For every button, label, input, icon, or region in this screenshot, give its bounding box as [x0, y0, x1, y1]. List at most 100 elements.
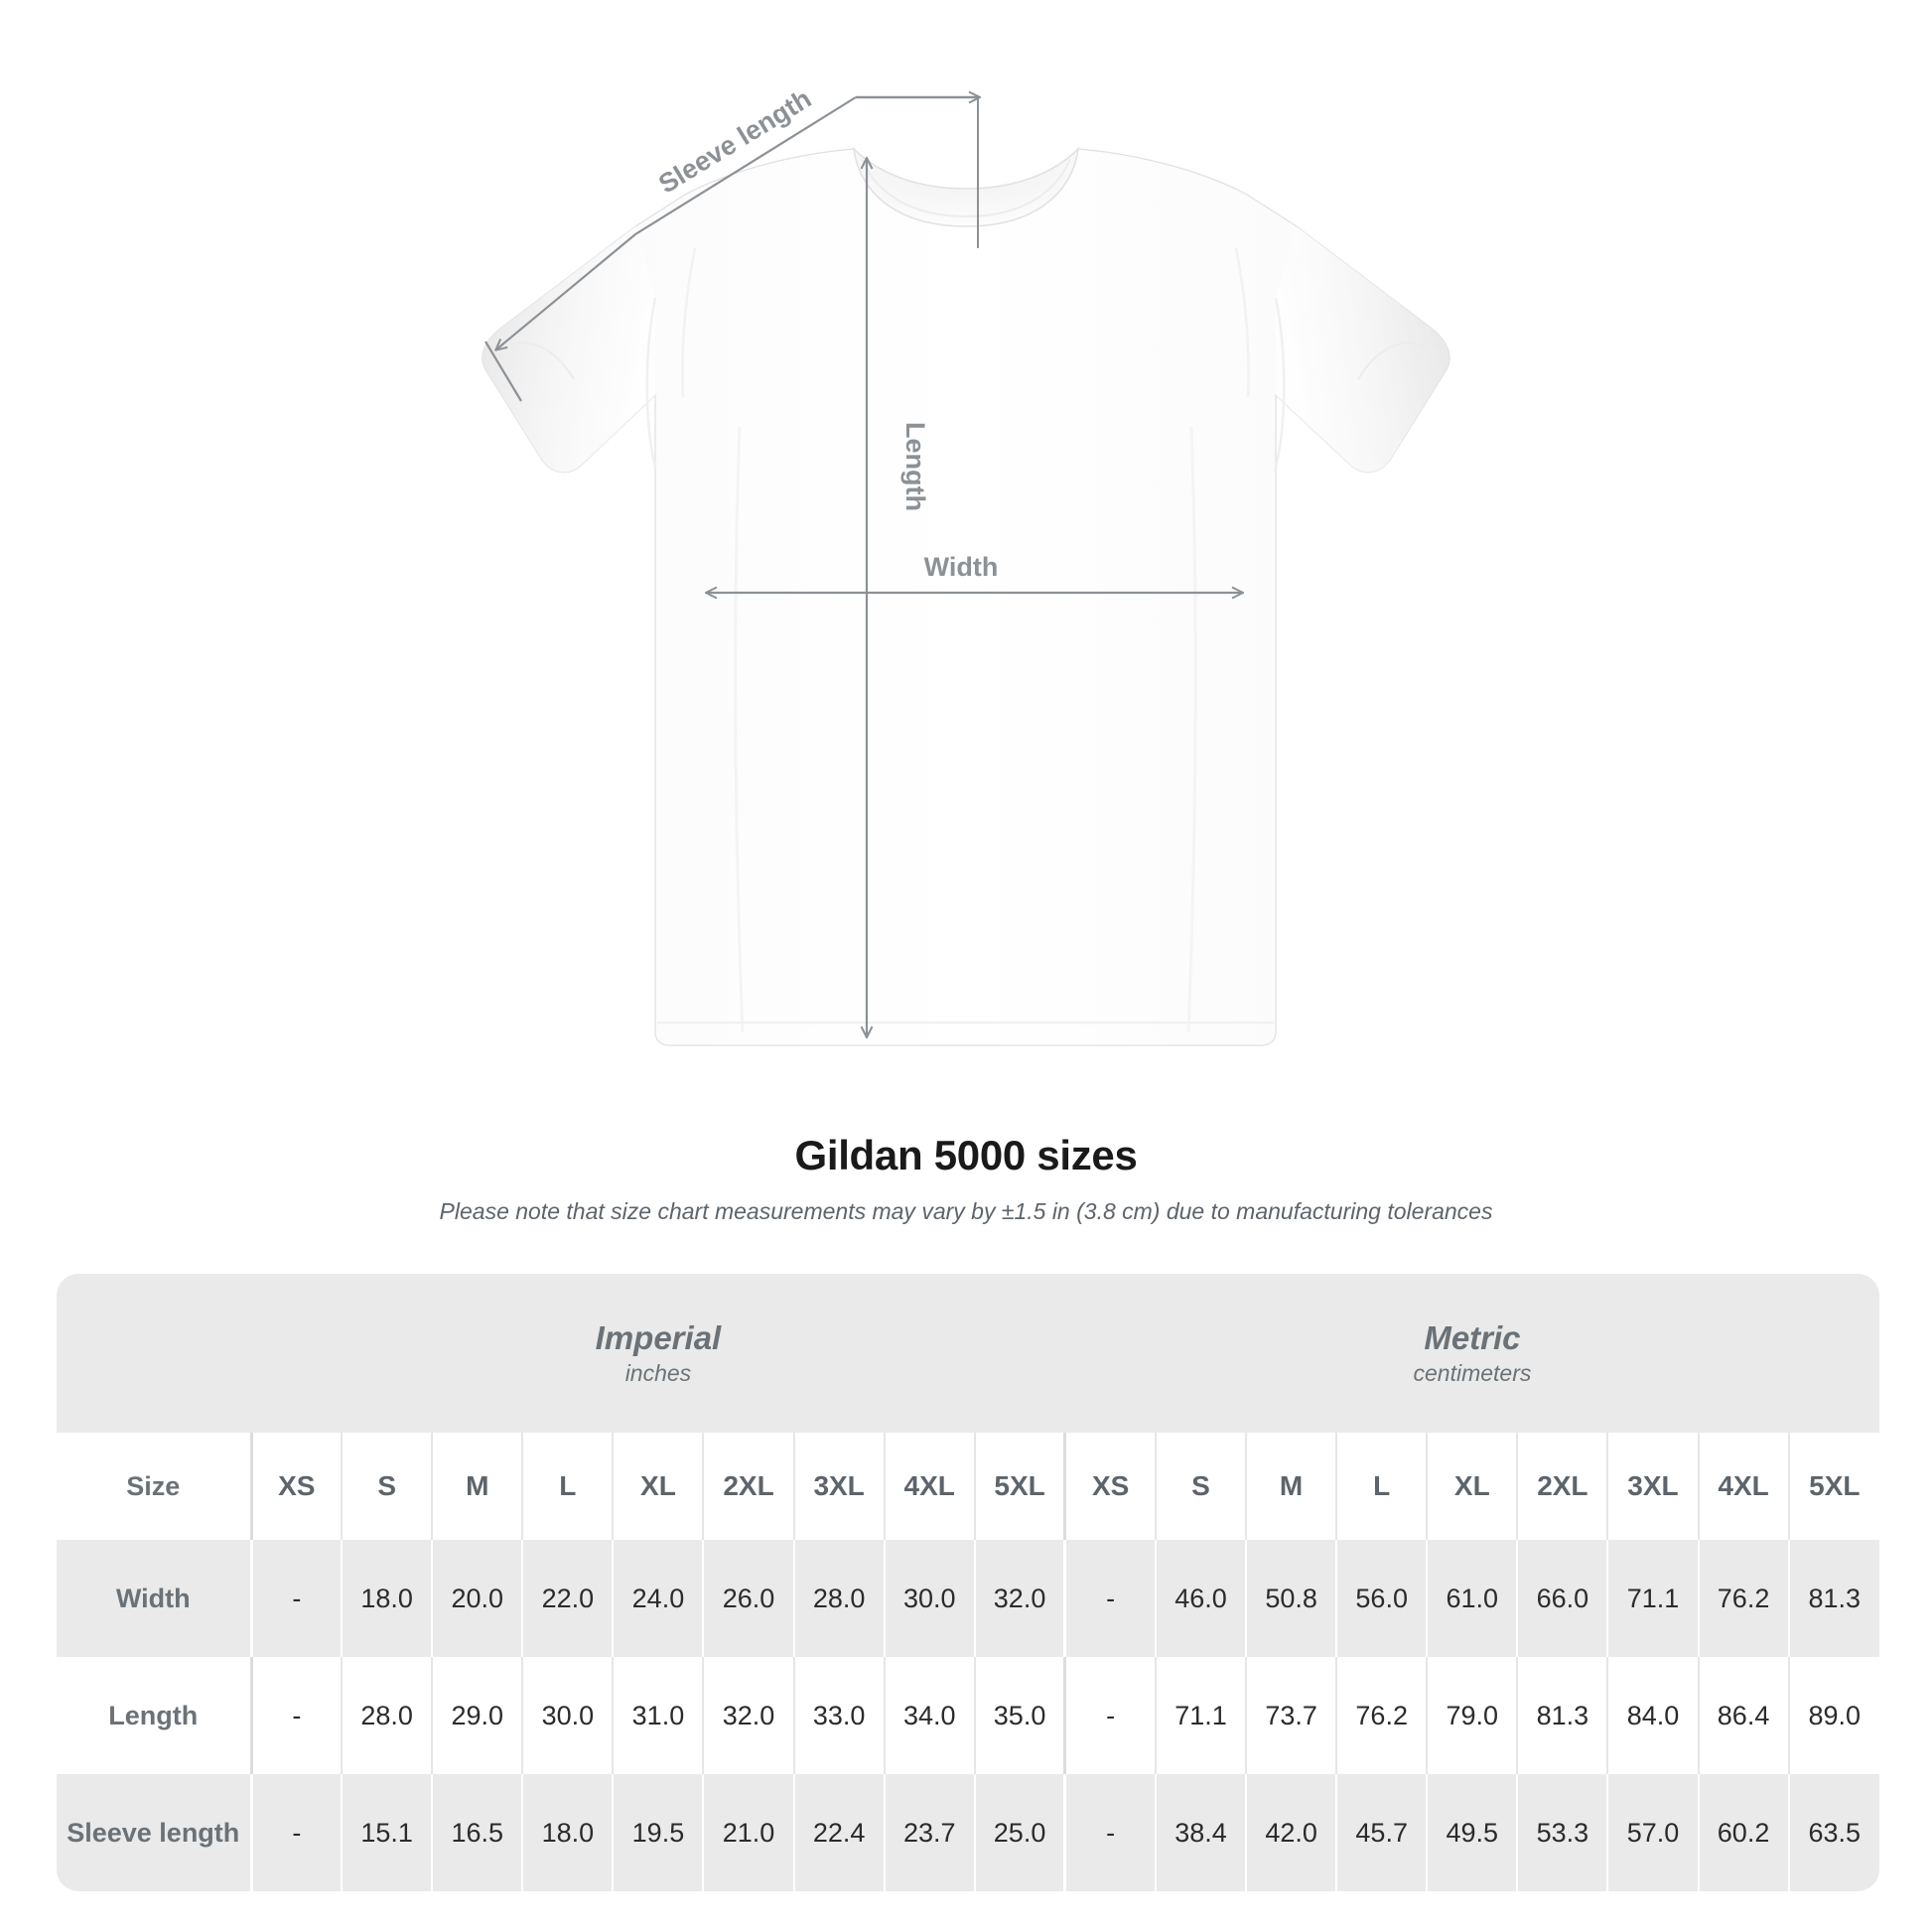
table-row-sleeve-length: Sleeve length - 15.1 16.5 18.0 19.5 21.0…: [57, 1774, 1879, 1891]
row-label-length: Length: [57, 1657, 252, 1774]
size-table: Imperial inches Metric centimeters Size …: [57, 1274, 1879, 1891]
chart-title: Gildan 5000 sizes: [794, 1132, 1138, 1178]
width-imperial-s: 18.0: [341, 1540, 433, 1657]
sleeve-metric-xs: -: [1063, 1774, 1156, 1891]
sleeve-imperial-4xl: 23.7: [883, 1774, 975, 1891]
sleeve-metric-3xl: 57.0: [1606, 1774, 1699, 1891]
size-header-label: Size: [57, 1433, 252, 1540]
width-imperial-xs: -: [249, 1540, 343, 1657]
table-row-length: Length - 28.0 29.0 30.0 31.0 32.0 33.0 3…: [57, 1657, 1879, 1774]
unit-group-metric-name: Metric: [1424, 1318, 1521, 1356]
size-header-imperial-xl: XL: [612, 1433, 704, 1540]
length-metric-m: 73.7: [1245, 1657, 1337, 1774]
size-table-container: Imperial inches Metric centimeters Size …: [57, 1274, 1879, 1891]
length-metric-3xl: 84.0: [1606, 1657, 1699, 1774]
width-imperial-m: 20.0: [431, 1540, 523, 1657]
size-header-metric-s: S: [1154, 1433, 1247, 1540]
measurement-annotations: [484, 96, 1242, 1036]
sleeve-metric-5xl: 63.5: [1787, 1774, 1879, 1891]
length-imperial-s: 28.0: [341, 1657, 433, 1774]
sleeve-metric-2xl: 53.3: [1516, 1774, 1608, 1891]
width-imperial-2xl: 26.0: [702, 1540, 794, 1657]
size-header-imperial-m: M: [431, 1433, 523, 1540]
size-header-row: Size XS S M L XL 2XL 3XL 4XL 5XL XS S M …: [57, 1433, 1879, 1540]
table-row-width: Width - 18.0 20.0 22.0 24.0 26.0 28.0 30…: [57, 1540, 1879, 1657]
length-label: Length: [900, 422, 930, 511]
sleeve-length-arrow: [496, 96, 857, 349]
width-imperial-xl: 24.0: [612, 1540, 704, 1657]
row-label-width: Width: [57, 1540, 252, 1657]
size-header-imperial-l: L: [521, 1433, 614, 1540]
width-imperial-3xl: 28.0: [792, 1540, 885, 1657]
width-metric-4xl: 76.2: [1697, 1540, 1789, 1657]
size-header-imperial-2xl: 2XL: [702, 1433, 794, 1540]
length-metric-xs: -: [1063, 1657, 1156, 1774]
length-metric-4xl: 86.4: [1697, 1657, 1789, 1774]
sleeve-imperial-m: 16.5: [431, 1774, 523, 1891]
width-label: Width: [924, 552, 999, 582]
length-metric-s: 71.1: [1154, 1657, 1247, 1774]
length-metric-5xl: 89.0: [1787, 1657, 1879, 1774]
sleeve-imperial-5xl: 25.0: [973, 1774, 1065, 1891]
size-header-metric-3xl: 3XL: [1606, 1433, 1699, 1540]
unit-group-metric: Metric centimeters: [1064, 1274, 1879, 1433]
width-metric-l: 56.0: [1335, 1540, 1428, 1657]
length-imperial-l: 30.0: [521, 1657, 614, 1774]
sleeve-metric-4xl: 60.2: [1697, 1774, 1789, 1891]
length-metric-xl: 79.0: [1426, 1657, 1518, 1774]
length-imperial-2xl: 32.0: [702, 1657, 794, 1774]
unit-group-imperial-name: Imperial: [595, 1318, 722, 1356]
unit-group-imperial-unit: inches: [624, 1360, 692, 1387]
size-header-imperial-xs: XS: [249, 1433, 343, 1540]
width-metric-xl: 61.0: [1426, 1540, 1518, 1657]
tshirt-measurement-diagram: Sleeve length Length Width: [482, 83, 1450, 1046]
sleeve-metric-m: 42.0: [1245, 1774, 1337, 1891]
size-header-metric-4xl: 4XL: [1697, 1433, 1789, 1540]
length-imperial-3xl: 33.0: [792, 1657, 885, 1774]
sleeve-imperial-l: 18.0: [521, 1774, 614, 1891]
unit-group-header-row: Imperial inches Metric centimeters: [57, 1274, 1879, 1433]
width-imperial-5xl: 32.0: [973, 1540, 1065, 1657]
size-header-metric-xl: XL: [1426, 1433, 1518, 1540]
row-label-sleeve-length: Sleeve length: [57, 1774, 252, 1891]
sleeve-imperial-3xl: 22.4: [792, 1774, 885, 1891]
sleeve-metric-xl: 49.5: [1426, 1774, 1518, 1891]
width-metric-2xl: 66.0: [1516, 1540, 1608, 1657]
width-metric-xs: -: [1063, 1540, 1156, 1657]
length-imperial-4xl: 34.0: [883, 1657, 975, 1774]
length-metric-2xl: 81.3: [1516, 1657, 1608, 1774]
width-imperial-l: 22.0: [521, 1540, 614, 1657]
length-imperial-5xl: 35.0: [973, 1657, 1065, 1774]
width-metric-s: 46.0: [1154, 1540, 1247, 1657]
sleeve-metric-s: 38.4: [1154, 1774, 1247, 1891]
size-header-imperial-5xl: 5XL: [973, 1433, 1065, 1540]
sleeve-imperial-xs: -: [249, 1774, 343, 1891]
width-metric-5xl: 81.3: [1787, 1540, 1879, 1657]
size-header-imperial-3xl: 3XL: [792, 1433, 885, 1540]
sleeve-imperial-2xl: 21.0: [702, 1774, 794, 1891]
length-metric-l: 76.2: [1335, 1657, 1428, 1774]
length-imperial-m: 29.0: [431, 1657, 523, 1774]
sleeve-metric-l: 45.7: [1335, 1774, 1428, 1891]
unit-header-spacer: [57, 1274, 252, 1433]
size-header-metric-l: L: [1335, 1433, 1428, 1540]
size-header-imperial-s: S: [341, 1433, 433, 1540]
length-imperial-xl: 31.0: [612, 1657, 704, 1774]
unit-group-metric-unit: centimeters: [1413, 1360, 1532, 1387]
sleeve-imperial-s: 15.1: [341, 1774, 433, 1891]
size-header-metric-m: M: [1245, 1433, 1337, 1540]
width-metric-m: 50.8: [1245, 1540, 1337, 1657]
unit-group-imperial: Imperial inches: [251, 1274, 1065, 1433]
chart-subtitle: Please note that size chart measurements…: [439, 1198, 1493, 1224]
sleeve-end-tick: [484, 341, 522, 402]
size-header-metric-5xl: 5XL: [1787, 1433, 1879, 1540]
sleeve-imperial-xl: 19.5: [612, 1774, 704, 1891]
size-header-imperial-4xl: 4XL: [883, 1433, 975, 1540]
width-metric-3xl: 71.1: [1606, 1540, 1699, 1657]
tshirt-illustration: [482, 146, 1450, 1046]
size-header-metric-2xl: 2XL: [1516, 1433, 1608, 1540]
width-imperial-4xl: 30.0: [883, 1540, 975, 1657]
length-imperial-xs: -: [249, 1657, 343, 1774]
size-header-metric-xs: XS: [1063, 1433, 1156, 1540]
